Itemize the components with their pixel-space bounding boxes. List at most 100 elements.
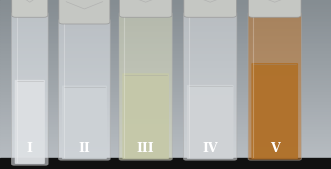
Bar: [0, 10, 331, 12]
Bar: [0, 64, 331, 66]
Bar: [0, 91, 331, 93]
Bar: [0, 79, 331, 81]
FancyBboxPatch shape: [184, 0, 236, 17]
Bar: [0, 59, 331, 61]
Bar: [0, 71, 331, 73]
FancyBboxPatch shape: [248, 12, 301, 160]
Bar: [0, 35, 331, 37]
Bar: [0, 162, 331, 164]
FancyBboxPatch shape: [59, 0, 110, 24]
Bar: [0, 34, 331, 35]
Bar: [0, 74, 331, 76]
Bar: [0, 5, 331, 7]
FancyBboxPatch shape: [15, 80, 45, 164]
Bar: [0, 42, 331, 44]
Bar: [0, 22, 331, 24]
Bar: [0, 154, 331, 155]
Bar: [0, 32, 331, 34]
FancyBboxPatch shape: [187, 85, 234, 159]
Bar: [0, 66, 331, 68]
Bar: [0, 78, 331, 79]
FancyBboxPatch shape: [252, 63, 298, 159]
Bar: [0, 155, 331, 157]
Bar: [0, 56, 331, 57]
Bar: [0, 145, 331, 147]
Bar: [0, 106, 331, 108]
Bar: [0, 140, 331, 142]
Bar: [0, 123, 331, 125]
Bar: [0, 69, 331, 71]
Bar: [0, 117, 331, 118]
Bar: [0, 20, 331, 22]
Bar: [0, 112, 331, 113]
Bar: [0, 142, 331, 144]
FancyBboxPatch shape: [62, 86, 107, 159]
FancyBboxPatch shape: [59, 19, 110, 160]
Bar: [0, 2, 331, 3]
Bar: [0, 68, 331, 69]
Bar: [0, 100, 331, 101]
FancyBboxPatch shape: [11, 12, 48, 165]
Bar: [0, 125, 331, 127]
Bar: [0, 52, 331, 54]
Bar: [0, 15, 331, 17]
Bar: [0, 51, 331, 52]
Text: III: III: [137, 142, 155, 155]
Bar: [0, 46, 331, 47]
Bar: [0, 83, 331, 84]
Bar: [0, 49, 331, 51]
Bar: [0, 108, 331, 110]
Text: IV: IV: [202, 142, 218, 155]
Bar: [0, 0, 331, 2]
Bar: [0, 25, 331, 27]
Bar: [0, 122, 331, 123]
Bar: [0, 96, 331, 98]
Bar: [0, 161, 331, 162]
Bar: [0, 164, 331, 166]
Bar: [0, 27, 331, 29]
Bar: [0, 24, 331, 25]
Bar: [0, 7, 331, 8]
FancyBboxPatch shape: [248, 0, 301, 17]
Bar: [0, 135, 331, 137]
Text: V: V: [270, 142, 280, 155]
Bar: [0, 44, 331, 46]
Bar: [0, 47, 331, 49]
Bar: [0, 139, 331, 140]
Bar: [0, 147, 331, 149]
Bar: [0, 29, 331, 30]
Bar: [0, 3, 331, 5]
Bar: [0, 93, 331, 95]
Bar: [0, 98, 331, 100]
Text: I: I: [27, 142, 33, 155]
FancyBboxPatch shape: [183, 12, 237, 160]
Text: II: II: [78, 142, 90, 155]
Bar: [0, 120, 331, 122]
Bar: [0, 41, 331, 42]
Bar: [0, 128, 331, 130]
Bar: [0, 54, 331, 56]
FancyBboxPatch shape: [122, 73, 169, 159]
Bar: [0, 144, 331, 145]
Bar: [0, 137, 331, 139]
Bar: [0, 115, 331, 117]
Bar: [0, 166, 331, 167]
Bar: [0, 158, 331, 169]
Bar: [0, 167, 331, 169]
Bar: [0, 132, 331, 134]
Bar: [0, 30, 331, 32]
Bar: [0, 110, 331, 112]
Bar: [0, 17, 331, 19]
Bar: [0, 130, 331, 132]
Bar: [0, 8, 331, 10]
Bar: [0, 57, 331, 59]
Bar: [0, 76, 331, 78]
Bar: [0, 113, 331, 115]
Bar: [0, 152, 331, 154]
Bar: [0, 81, 331, 83]
FancyBboxPatch shape: [119, 0, 172, 17]
Bar: [0, 101, 331, 103]
Bar: [0, 134, 331, 135]
Bar: [0, 84, 331, 86]
Bar: [0, 90, 331, 91]
